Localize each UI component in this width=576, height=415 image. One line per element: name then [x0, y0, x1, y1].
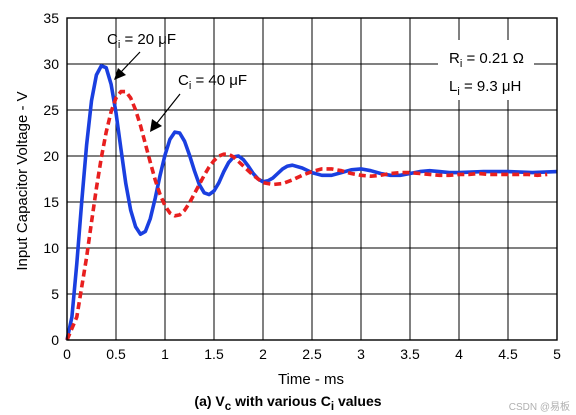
annotation-ci-20: Ci = 20 μF	[107, 31, 176, 51]
x-tick-label: 1	[161, 346, 169, 362]
y-tick-label: 10	[43, 240, 59, 256]
y-tick-label: 15	[43, 194, 59, 210]
x-tick-label: 0.5	[106, 346, 126, 362]
x-tick-label: 5	[553, 346, 561, 362]
x-tick-label: 3	[357, 346, 365, 362]
x-tick-label: 4.5	[498, 346, 518, 362]
x-tick-label: 2.5	[302, 346, 322, 362]
x-tick-label: 0	[63, 346, 71, 362]
y-tick-label: 20	[43, 148, 59, 164]
y-tick-label: 0	[51, 332, 59, 348]
y-tick-label: 35	[43, 10, 59, 26]
series-line-ci-40	[65, 89, 548, 341]
watermark: CSDN @易板	[508, 402, 570, 413]
y-tick-label: 25	[43, 102, 59, 118]
arrowhead-ci-20	[114, 68, 126, 80]
arrow-ci-20	[120, 51, 141, 73]
x-tick-label: 4	[455, 346, 463, 362]
chart-tick-labels: 0 0.5 1 1.5 2 2.5 3 3.5 4 4.5 5 0 5 10 15 20 25 30 35	[43, 10, 561, 362]
y-tick-label: 30	[43, 56, 59, 72]
figure-caption: (a) Vc with various Ci values	[194, 393, 382, 413]
x-tick-label: 3.5	[400, 346, 420, 362]
arrow-ci-40	[156, 93, 181, 124]
x-tick-label: 2	[259, 346, 267, 362]
chart-frame	[66, 17, 558, 341]
y-tick-label: 5	[51, 286, 59, 302]
x-axis-label: Time - ms	[278, 371, 344, 388]
params-box	[438, 40, 534, 100]
y-axis-label: Input Capacitor Voltage - V	[14, 91, 31, 270]
series-line-ci-20	[65, 64, 558, 341]
annotation-ri: Ri = 0.21 Ω	[449, 50, 524, 70]
chart-series	[65, 64, 558, 341]
annotation-li: Li = 9.3 μH	[449, 78, 521, 98]
x-tick-label: 1.5	[204, 346, 224, 362]
arrowhead-ci-40	[150, 119, 162, 132]
plot-border	[66, 17, 558, 341]
annotation-ci-40: Ci = 40 μF	[178, 72, 247, 92]
